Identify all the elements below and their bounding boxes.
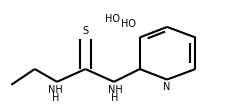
Text: N: N — [163, 82, 171, 92]
Text: HO: HO — [121, 19, 136, 29]
Text: NH: NH — [48, 85, 63, 95]
Text: HO: HO — [105, 14, 120, 24]
Text: S: S — [82, 26, 88, 36]
Text: H: H — [52, 93, 60, 103]
Text: H: H — [112, 93, 119, 103]
Text: NH: NH — [108, 85, 122, 95]
